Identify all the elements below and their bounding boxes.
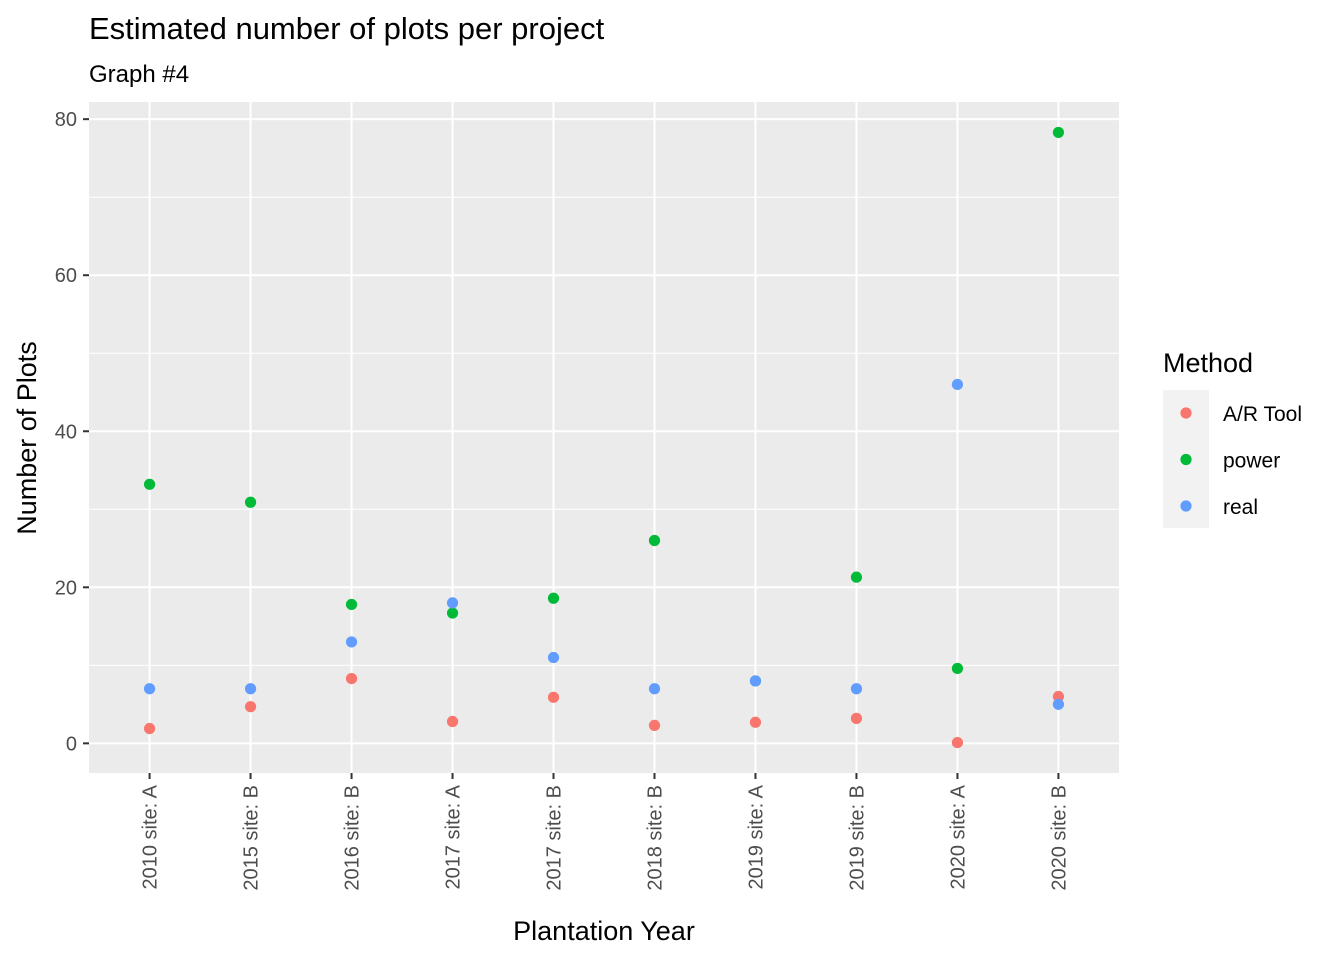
point-a-r-tool bbox=[143, 722, 156, 735]
chart-title: Estimated number of plots per project bbox=[89, 11, 605, 46]
legend-title: Method bbox=[1163, 348, 1253, 378]
x-axis-title: Plantation Year bbox=[513, 916, 695, 946]
x-tick-label: 2020 site: B bbox=[1048, 785, 1070, 891]
point-real bbox=[244, 683, 257, 695]
point-real bbox=[143, 683, 156, 695]
x-tick-label: 2017 site: B bbox=[544, 785, 566, 891]
minor-gridlines bbox=[89, 196, 1119, 666]
point-a-r-tool bbox=[749, 716, 762, 728]
point-a-r-tool bbox=[547, 691, 560, 703]
point-power bbox=[547, 592, 560, 604]
point-a-r-tool bbox=[1052, 690, 1065, 703]
x-tick-label: 2017 site: A bbox=[443, 784, 465, 889]
legend-label: A/R Tool bbox=[1223, 403, 1302, 426]
y-tick-label: 60 bbox=[55, 265, 77, 287]
point-real bbox=[1052, 698, 1065, 710]
x-tick-label: 2018 site: B bbox=[644, 785, 666, 891]
legend: Method A/R Tool power real bbox=[1163, 348, 1302, 528]
y-axis: 0 20 40 60 80 bbox=[55, 109, 89, 755]
point-real bbox=[547, 651, 560, 664]
point-power bbox=[850, 571, 863, 583]
point-real bbox=[951, 378, 964, 391]
y-tick-label: 20 bbox=[55, 577, 77, 599]
x-tick-label: 2019 site: B bbox=[846, 785, 868, 891]
y-tick-label: 80 bbox=[55, 109, 77, 131]
data-points bbox=[143, 126, 1065, 749]
point-a-r-tool bbox=[648, 719, 661, 732]
point-real bbox=[850, 683, 863, 695]
point-power bbox=[345, 598, 358, 611]
point-power bbox=[143, 478, 156, 490]
y-axis-title: Number of Plots bbox=[12, 341, 42, 535]
legend-label: real bbox=[1223, 496, 1258, 519]
y-tick-label: 40 bbox=[55, 421, 77, 443]
x-tick-label: 2020 site: A bbox=[947, 784, 969, 889]
point-real bbox=[345, 636, 358, 648]
legend-label: power bbox=[1223, 450, 1280, 473]
y-tick-label: 0 bbox=[66, 733, 77, 755]
point-power bbox=[951, 662, 964, 675]
legend-key-real bbox=[1180, 500, 1192, 512]
legend-key-power bbox=[1180, 453, 1192, 466]
point-power bbox=[244, 496, 257, 508]
point-real bbox=[749, 675, 762, 687]
point-a-r-tool bbox=[850, 712, 863, 724]
point-power bbox=[446, 607, 459, 619]
chart-subtitle: Graph #4 bbox=[89, 61, 189, 88]
point-power bbox=[1052, 126, 1065, 139]
plot-panel bbox=[89, 102, 1119, 773]
legend-key-a-r-tool bbox=[1180, 407, 1192, 419]
point-a-r-tool bbox=[244, 701, 257, 713]
point-a-r-tool bbox=[951, 736, 964, 749]
point-a-r-tool bbox=[345, 672, 358, 685]
point-real bbox=[446, 597, 459, 609]
point-a-r-tool bbox=[446, 715, 459, 728]
x-tick-label: 2016 site: B bbox=[342, 785, 364, 891]
x-tick-label: 2010 site: A bbox=[140, 784, 162, 889]
x-axis: 2010 site: A 2015 site: B 2016 site: B 2017… bbox=[140, 773, 1070, 891]
x-tick-label: 2015 site: B bbox=[241, 785, 263, 891]
point-power bbox=[648, 534, 661, 547]
point-real bbox=[648, 683, 661, 695]
x-tick-label: 2019 site: A bbox=[745, 784, 767, 889]
